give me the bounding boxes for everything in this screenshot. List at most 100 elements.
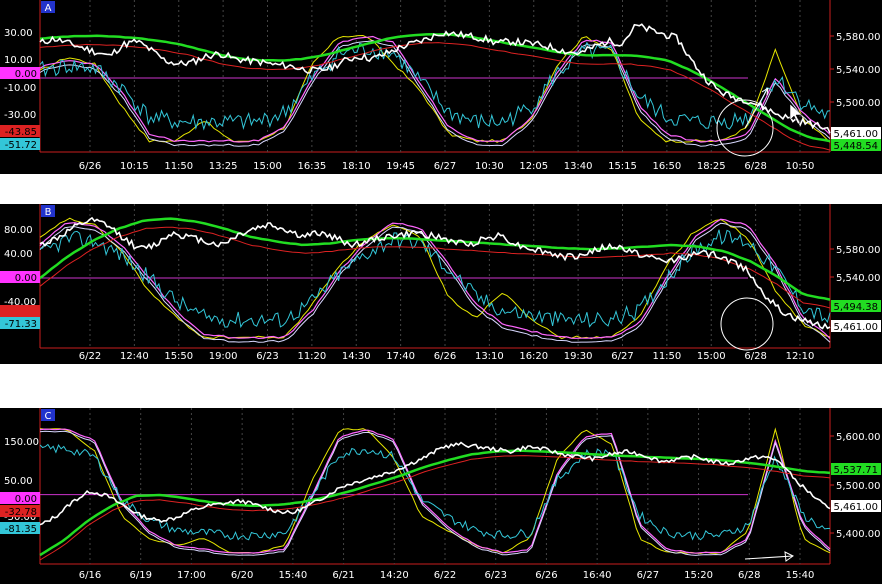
right-tick-label: 5,400.00 xyxy=(836,529,881,540)
panel-badge-label: B xyxy=(45,207,52,218)
cyan-oscillator-line xyxy=(39,41,831,131)
right-value-badge xyxy=(831,300,881,312)
left-tick-label: -30.00 xyxy=(4,110,36,121)
left-tick-label: -10.00 xyxy=(4,83,36,94)
red-average-line xyxy=(39,455,831,561)
x-tick-label: 15:40 xyxy=(278,570,307,581)
left-value-badge xyxy=(0,317,40,329)
x-tick-label: 6/19 xyxy=(129,570,151,581)
price-line xyxy=(39,216,831,330)
x-tick-label: 11:50 xyxy=(652,351,681,362)
x-tick-label: 6/28 xyxy=(744,161,766,172)
x-tick-label: 6/26 xyxy=(535,570,557,581)
right-tick-label: 5,540.00 xyxy=(836,65,881,76)
left-value-badge xyxy=(0,271,40,283)
oscillator-signal-line xyxy=(39,40,831,147)
right-tick-label: 5,580.00 xyxy=(836,245,881,256)
x-tick-label: 6/26 xyxy=(434,351,456,362)
oscillator-pink-line xyxy=(39,35,831,143)
x-tick-label: 15:15 xyxy=(608,161,637,172)
right-value-badge xyxy=(831,320,881,332)
chart-panel-b[interactable]: 6/22 12:40 15:50 19:00 6/23 11:20 14:30 17:40 6/… xyxy=(0,204,882,364)
x-tick-label: 13:25 xyxy=(209,161,238,172)
x-tick-label: 18:10 xyxy=(342,161,371,172)
right-value-badge-text: 5,461.00 xyxy=(833,322,878,333)
chart-panel-c[interactable]: 6/16 6/19 17:00 6/20 15:40 6/21 14:20 6/22 6/23 6… xyxy=(0,408,882,584)
x-tick-label: 12:10 xyxy=(786,351,815,362)
x-tick-label: 6/27 xyxy=(434,161,456,172)
right-tick-label: 5,580.00 xyxy=(836,32,881,43)
annotation-arrowhead xyxy=(761,87,769,96)
x-tick-label: 19:30 xyxy=(564,351,593,362)
x-tick-label: 6/21 xyxy=(332,570,354,581)
x-tick-label: 11:50 xyxy=(164,161,193,172)
left-tick-label: -50.00 xyxy=(4,512,36,523)
chart-c-svg[interactable]: 6/16 6/19 17:00 6/20 15:40 6/21 14:20 6/22 6/23 6… xyxy=(0,408,882,584)
right-value-badge-text: 5,461.00 xyxy=(833,129,878,140)
x-tick-label: 14:30 xyxy=(342,351,371,362)
left-value-badge xyxy=(0,305,40,317)
panel-badge-label: C xyxy=(45,411,52,422)
left-value-badge xyxy=(0,522,40,534)
x-tick-label: 10:50 xyxy=(786,161,815,172)
x-tick-label: 6/20 xyxy=(231,570,253,581)
left-tick-label: 50.00 xyxy=(4,476,33,487)
panel-badge-label: A xyxy=(45,3,52,14)
x-tick-label: 6/26 xyxy=(79,161,101,172)
oscillator-signal-line xyxy=(39,430,831,556)
left-value-badge-text: 0.00 xyxy=(15,273,37,284)
left-value-badge-text: 0.00 xyxy=(15,69,37,80)
panel-gap xyxy=(0,364,882,408)
x-tick-label: 16:20 xyxy=(519,351,548,362)
x-tick-label: 19:45 xyxy=(386,161,415,172)
x-tick-label: 11:20 xyxy=(297,351,326,362)
x-tick-label: 6/23 xyxy=(484,570,506,581)
chart-b-svg[interactable]: 6/22 12:40 15:50 19:00 6/23 11:20 14:30 17:40 6/… xyxy=(0,204,882,364)
x-tick-label: 10:15 xyxy=(120,161,149,172)
annotation-arrow[interactable] xyxy=(744,87,769,129)
x-tick-label: 12:40 xyxy=(120,351,149,362)
red-average-line xyxy=(39,226,831,309)
x-tick-label: 14:20 xyxy=(380,570,409,581)
x-tick-label: 15:40 xyxy=(786,570,815,581)
right-value-badge-text: 5,448.54 xyxy=(833,141,878,152)
x-tick-label: 6/22 xyxy=(79,351,101,362)
oscillator-yellow-line xyxy=(39,217,831,340)
panel-badge[interactable] xyxy=(41,205,55,217)
x-tick-label: 6/27 xyxy=(637,570,659,581)
panel-badge[interactable] xyxy=(41,409,55,421)
mouse-cursor-icon xyxy=(789,103,803,125)
cyan-oscillator-line xyxy=(39,443,831,541)
x-tick-label: 6/16 xyxy=(79,570,101,581)
panel-badge[interactable] xyxy=(41,1,55,13)
price-line xyxy=(39,23,831,134)
right-value-badge xyxy=(831,127,881,139)
oscillator-pink-line xyxy=(39,428,831,554)
x-tick-label: 6/28 xyxy=(744,351,766,362)
left-value-badge-text: 0.00 xyxy=(15,494,37,505)
chart-panel-a[interactable]: 6/26 10:15 11:50 13:25 15:00 16:35 18:10 19:45 6… xyxy=(0,0,882,174)
left-tick-label: 150.00 xyxy=(4,437,39,448)
x-tick-label: 6/23 xyxy=(256,351,278,362)
oscillator-pink-line xyxy=(39,218,831,340)
left-value-badge xyxy=(0,492,40,504)
x-tick-label: 19:00 xyxy=(209,351,238,362)
annotation-arrowhead xyxy=(784,551,794,562)
chart-a-svg[interactable]: 6/26 10:15 11:50 13:25 15:00 16:35 18:10 19:45 6… xyxy=(0,0,882,174)
right-tick-label: 5,500.00 xyxy=(836,98,881,109)
green-moving-average xyxy=(39,449,831,557)
right-value-badge xyxy=(831,139,881,151)
left-value-badge-text: -43.85 xyxy=(5,127,37,138)
oscillator-yellow-line xyxy=(39,34,831,143)
x-tick-label: 13:10 xyxy=(475,351,504,362)
x-tick-label: 15:50 xyxy=(164,351,193,362)
left-value-badge xyxy=(0,67,40,79)
annotation-circle[interactable] xyxy=(716,99,774,157)
x-tick-label: 15:00 xyxy=(253,161,282,172)
annotation-circle[interactable] xyxy=(720,297,774,351)
left-value-badge xyxy=(0,505,40,517)
left-tick-label: 40.00 xyxy=(4,249,33,260)
left-value-badge xyxy=(0,138,40,150)
left-value-badge-text: -32.78 xyxy=(5,507,37,518)
x-tick-label: 16:50 xyxy=(652,161,681,172)
